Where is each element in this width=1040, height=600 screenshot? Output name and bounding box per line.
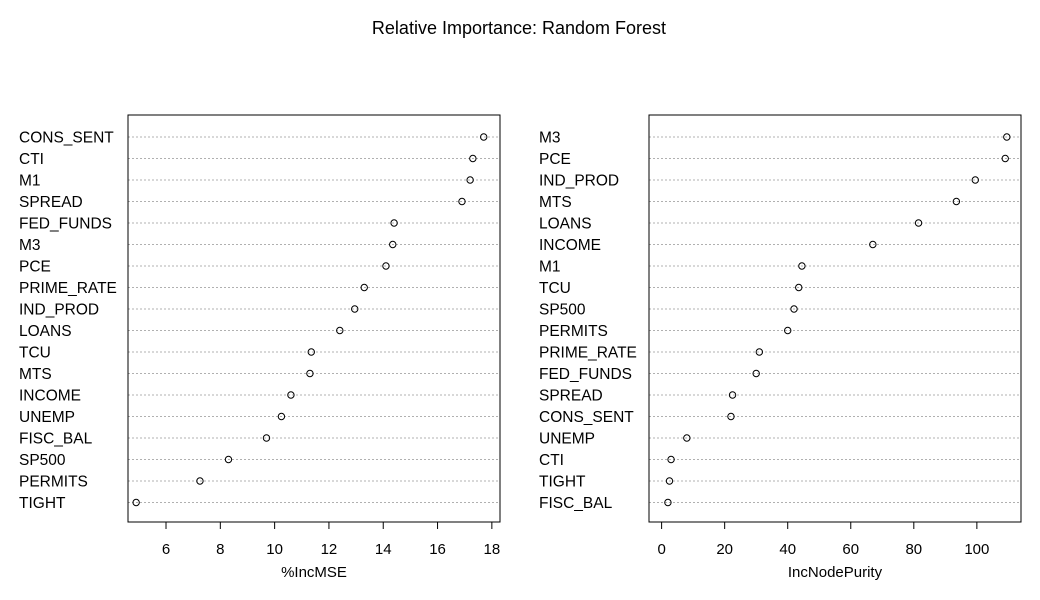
x-tick-label: 8 — [216, 541, 224, 558]
category-label: IND_PROD — [19, 302, 99, 319]
category-label: FED_FUNDS — [539, 366, 632, 383]
x-axis-label: IncNodePurity — [788, 564, 883, 581]
category-label: M3 — [539, 130, 561, 147]
category-label: PERMITS — [19, 474, 88, 491]
data-point — [351, 305, 359, 313]
x-tick-label: 16 — [429, 541, 446, 558]
x-tick-label: 18 — [484, 541, 501, 558]
data-point — [466, 176, 474, 184]
data-point — [480, 133, 488, 141]
category-label: INCOME — [19, 388, 81, 405]
x-tick-label: 0 — [657, 541, 665, 558]
x-tick-label: 14 — [375, 541, 392, 558]
category-label: MTS — [19, 366, 52, 383]
category-label: SP500 — [539, 302, 586, 319]
category-label: PRIME_RATE — [539, 345, 637, 362]
category-label: SP500 — [19, 452, 66, 469]
data-point — [914, 219, 923, 227]
data-point — [389, 240, 397, 249]
data-point — [360, 283, 368, 292]
data-point — [755, 348, 764, 356]
data-point — [469, 154, 477, 163]
data-point — [307, 348, 315, 356]
data-point — [1003, 133, 1011, 141]
category-label: CONS_SENT — [539, 409, 634, 426]
category-label: MTS — [539, 194, 572, 211]
category-label: M1 — [539, 259, 561, 276]
incmse-panel: CONS_SENT CTI M1 SPREAD FED_FUNDS M3 PCE PRIME_… — [19, 114, 501, 581]
x-tick-label: 10 — [266, 541, 283, 558]
data-point — [683, 434, 691, 442]
category-label: PERMITS — [539, 323, 608, 340]
plot-frame — [127, 114, 501, 523]
category-label: INCOME — [539, 237, 601, 254]
data-point — [382, 262, 390, 270]
data-point — [458, 197, 466, 206]
x-tick-label: 40 — [779, 541, 796, 558]
category-label: FISC_BAL — [19, 431, 93, 448]
data-point — [1001, 154, 1009, 163]
category-label: FED_FUNDS — [19, 216, 112, 233]
x-tick-label: 100 — [964, 541, 989, 558]
category-label: UNEMP — [539, 431, 595, 448]
category-label: PCE — [19, 259, 51, 276]
data-point — [784, 326, 792, 335]
category-label: PCE — [539, 151, 571, 168]
category-label: CTI — [19, 151, 44, 168]
data-point — [224, 455, 233, 464]
category-label: SPREAD — [19, 194, 83, 211]
data-point — [727, 412, 735, 421]
data-point — [287, 391, 295, 399]
category-label: CTI — [539, 452, 564, 469]
data-point — [262, 434, 271, 442]
x-axis-label: %IncMSE — [281, 564, 347, 581]
data-point — [390, 219, 398, 227]
data-point — [306, 369, 314, 378]
x-tick-label: 60 — [842, 541, 859, 558]
data-point — [664, 498, 672, 507]
category-label: UNEMP — [19, 409, 75, 426]
data-point — [665, 477, 674, 485]
category-label: IND_PROD — [539, 173, 619, 190]
incnodepurity-panel: M3 PCE IND_PROD MTS LOANS INCOME M1 TCU SP500 PER… — [539, 114, 1022, 581]
category-label: TCU — [539, 280, 571, 297]
data-point — [971, 176, 979, 184]
x-tick-label: 6 — [162, 541, 170, 558]
x-tick-label: 20 — [716, 541, 733, 558]
category-label: M1 — [19, 173, 41, 190]
data-point — [798, 262, 806, 270]
data-point — [952, 197, 961, 206]
data-point — [667, 455, 675, 464]
category-label: SPREAD — [539, 388, 603, 405]
data-point — [336, 326, 344, 335]
category-label: PRIME_RATE — [19, 280, 117, 297]
x-tick-label: 80 — [905, 541, 922, 558]
category-label: LOANS — [539, 216, 592, 233]
category-label: FISC_BAL — [539, 495, 613, 512]
data-point — [790, 305, 798, 313]
data-point — [795, 283, 803, 292]
data-point — [869, 240, 877, 249]
x-tick-label: 12 — [321, 541, 338, 558]
category-label: TIGHT — [539, 474, 586, 491]
plot-frame — [648, 114, 1022, 523]
category-label: CONS_SENT — [19, 130, 114, 147]
chart-title: Relative Importance: Random Forest — [372, 18, 666, 38]
data-point — [728, 391, 737, 399]
category-label: M3 — [19, 237, 41, 254]
data-point — [132, 498, 140, 507]
category-label: LOANS — [19, 323, 72, 340]
category-label: TCU — [19, 345, 51, 362]
category-label: TIGHT — [19, 495, 66, 512]
data-point — [196, 477, 204, 485]
data-point — [752, 369, 760, 378]
data-point — [277, 412, 286, 421]
